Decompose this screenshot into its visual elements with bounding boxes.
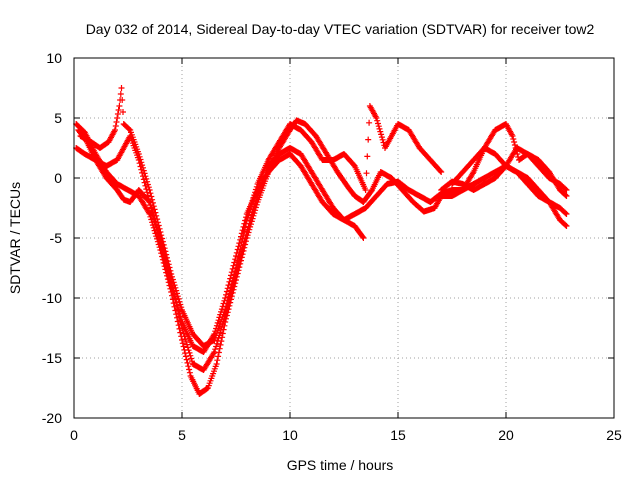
x-tick-label: 0	[70, 427, 78, 443]
y-tick-label: 10	[46, 50, 62, 66]
x-tick-label: 25	[606, 427, 622, 443]
series-track-g	[438, 145, 570, 193]
series-track-b	[75, 127, 367, 373]
series-markers	[75, 127, 367, 373]
y-tick-label: 5	[54, 110, 62, 126]
series-markers	[73, 117, 445, 397]
x-tick-label: 20	[498, 427, 514, 443]
y-axis-label: SDTVAR / TECUs	[7, 182, 23, 294]
y-tick-label: -15	[42, 350, 62, 366]
axis-ticks: 0 5 10 15 20 25 -20 -15 -10 -5 0 5 10	[42, 50, 622, 443]
series-track-a	[73, 117, 445, 397]
data-series	[73, 85, 570, 397]
x-axis-label: GPS time / hours	[287, 457, 394, 473]
x-tick-label: 15	[390, 427, 406, 443]
series-markers	[77, 85, 445, 349]
grid-lines	[74, 58, 614, 418]
chart-title: Day 032 of 2014, Sidereal Day-to-day VTE…	[86, 21, 595, 37]
y-tick-label: -10	[42, 290, 62, 306]
series-markers	[438, 145, 570, 193]
x-tick-label: 10	[282, 427, 298, 443]
plot-frame	[73, 57, 615, 419]
y-tick-label: 0	[54, 170, 62, 186]
series-markers	[73, 133, 570, 355]
y-tick-label: -20	[42, 410, 62, 426]
series-track-c	[77, 85, 445, 349]
y-tick-label: -5	[50, 230, 63, 246]
x-tick-label: 5	[178, 427, 186, 443]
series-track-d	[73, 133, 570, 355]
